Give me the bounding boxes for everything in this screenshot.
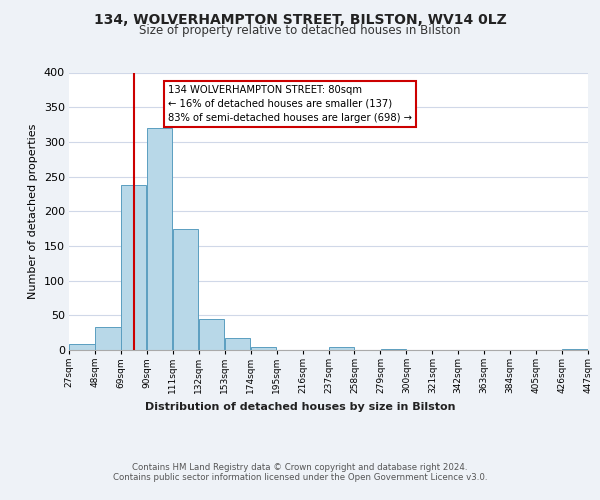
Bar [147,128,172,350]
Text: Contains public sector information licensed under the Open Government Licence v3: Contains public sector information licen… [113,472,487,482]
Bar [121,185,146,350]
Bar [173,228,199,350]
Text: 134, WOLVERHAMPTON STREET, BILSTON, WV14 0LZ: 134, WOLVERHAMPTON STREET, BILSTON, WV14… [94,12,506,26]
Bar [199,319,224,350]
Bar [70,344,95,350]
Text: Size of property relative to detached houses in Bilston: Size of property relative to detached ho… [139,24,461,37]
Bar [251,346,276,350]
Text: Contains HM Land Registry data © Crown copyright and database right 2024.: Contains HM Land Registry data © Crown c… [132,462,468,471]
Bar [225,338,250,350]
Text: Distribution of detached houses by size in Bilston: Distribution of detached houses by size … [145,402,455,412]
Bar [95,327,121,350]
Bar [562,348,587,350]
Text: 134 WOLVERHAMPTON STREET: 80sqm
← 16% of detached houses are smaller (137)
83% o: 134 WOLVERHAMPTON STREET: 80sqm ← 16% of… [167,85,412,123]
Bar [329,347,354,350]
Y-axis label: Number of detached properties: Number of detached properties [28,124,38,299]
